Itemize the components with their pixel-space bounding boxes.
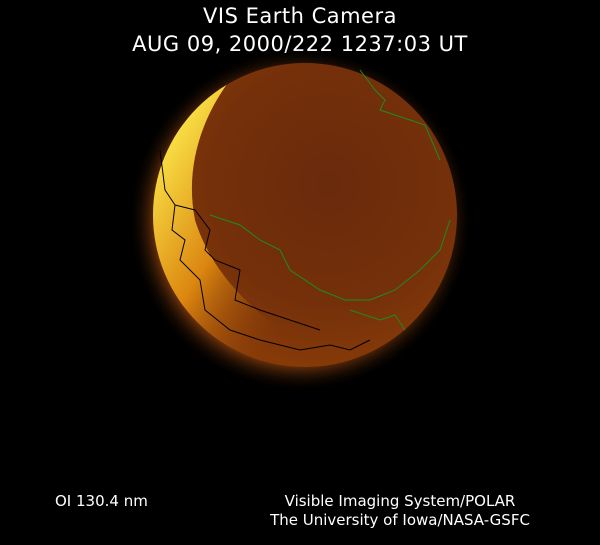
filter-wavelength: OI 130.4 nm	[55, 492, 148, 510]
aurora-crescent	[153, 80, 380, 367]
coastlines	[159, 69, 451, 351]
credit: Visible Imaging System/POLAR The Univers…	[250, 492, 550, 530]
image-title: VIS Earth Camera	[203, 4, 397, 28]
credit-line-1: Visible Imaging System/POLAR	[284, 492, 516, 510]
credit-line-2: The University of Iowa/NASA-GSFC	[270, 511, 530, 529]
